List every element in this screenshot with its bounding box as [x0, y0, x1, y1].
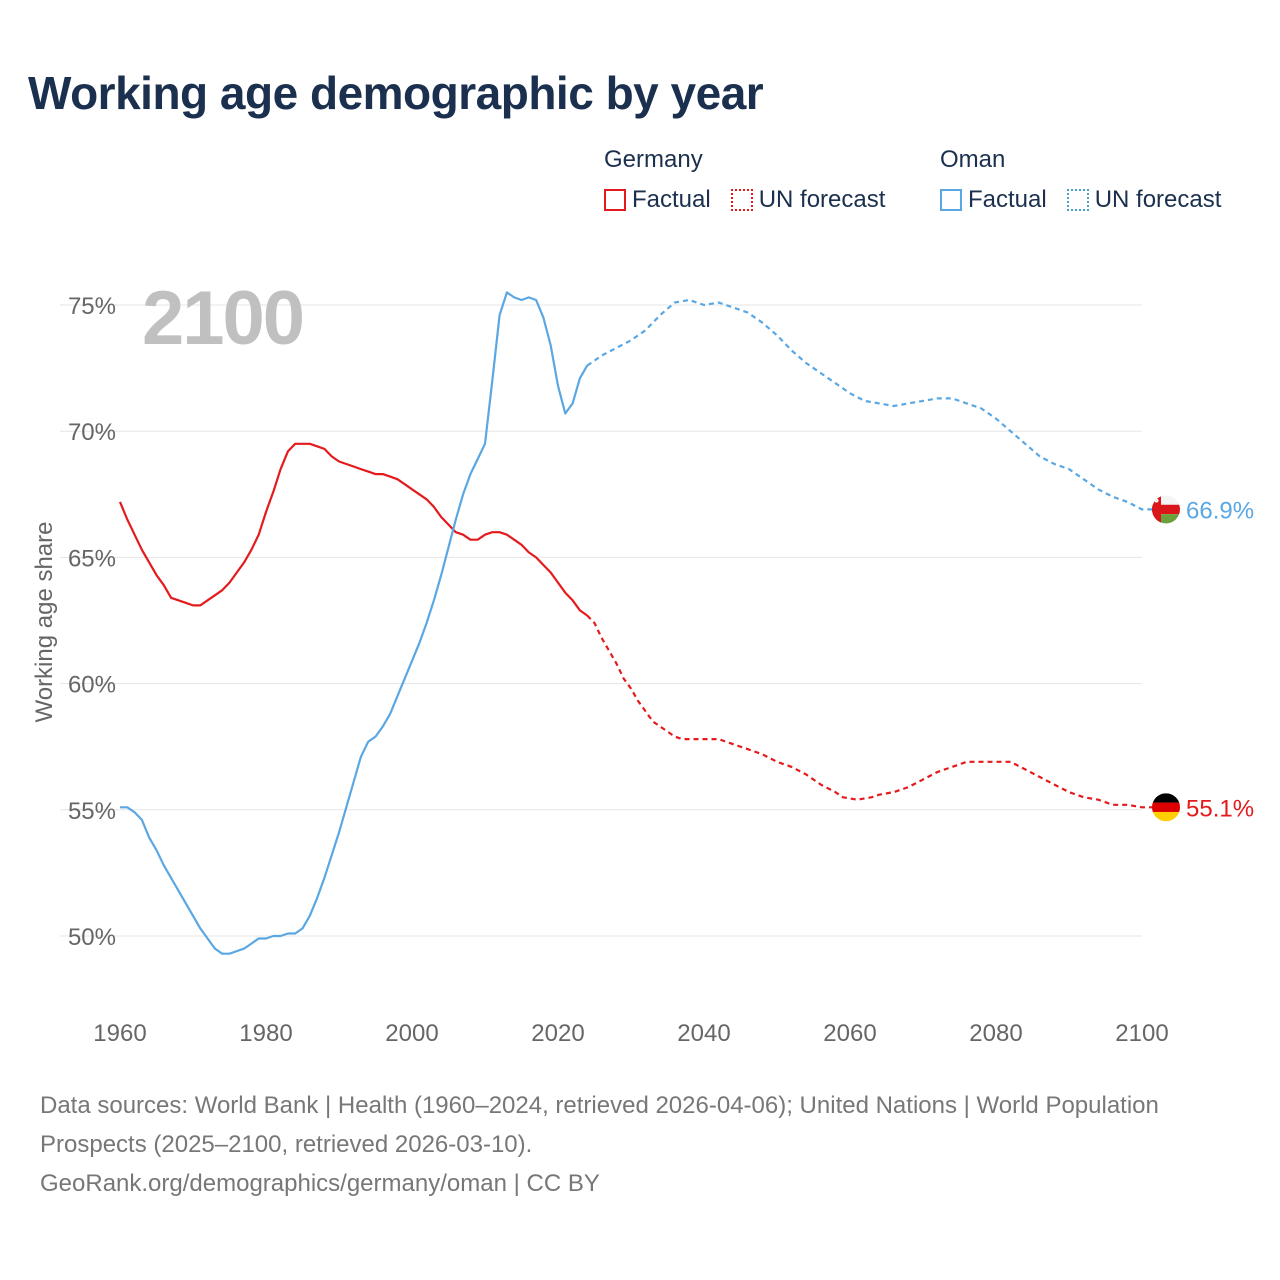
grid-lines	[60, 304, 1142, 937]
chart-title: Working age demographic by year	[28, 67, 764, 119]
end-markers: 55.1% 66.9%	[1152, 495, 1254, 822]
oman-end-value-label: 66.9%	[1186, 497, 1254, 524]
credit-link[interactable]: GeoRank.org/demographics/germany/oman | …	[40, 1170, 600, 1197]
legend-swatch-germany-forecast	[730, 189, 753, 211]
data-sources: Data sources: World Bank | Health (1960–…	[40, 1092, 1159, 1158]
series-lines	[118, 291, 1157, 955]
germany-end-value-label: 55.1%	[1186, 795, 1254, 822]
legend-label: Factual	[968, 186, 1047, 213]
legend-oman: Oman Factual UN forecast	[940, 146, 1233, 214]
x-tick-label: 2100	[1115, 1020, 1168, 1047]
legend-germany-title: Germany	[604, 146, 703, 173]
y-tick-label: 70%	[68, 419, 116, 446]
y-tick-label: 50%	[68, 924, 116, 951]
y-tick-label: 65%	[68, 545, 116, 572]
legend-oman-title: Oman	[940, 146, 1006, 173]
germany-factual-line	[118, 442, 588, 617]
oman-factual-line	[120, 291, 589, 955]
germany-flag-icon	[1152, 793, 1180, 822]
x-tick-label: 2060	[823, 1020, 876, 1047]
legend-swatch-oman-factual	[940, 189, 962, 211]
oman-forecast-line	[586, 298, 1157, 511]
legend-label: UN forecast	[758, 186, 886, 213]
x-tick-label: 2000	[385, 1020, 438, 1047]
legend-swatch-germany-factual	[604, 189, 626, 211]
legend-oman-forecast[interactable]: UN forecast	[1066, 186, 1222, 214]
x-axis: 1960 1980 2000 2020 2040 2060 2080 2100	[93, 1020, 1168, 1047]
y-axis: 50% 55% 60% 65% 70% 75%	[68, 293, 116, 951]
x-tick-label: 1960	[93, 1020, 146, 1047]
footer: Data sources: World Bank | Health (1960–…	[40, 1086, 1240, 1203]
legend-oman-factual[interactable]: Factual	[940, 186, 1047, 214]
x-tick-label: 2080	[969, 1020, 1022, 1047]
oman-flag-icon	[1152, 495, 1180, 524]
legend-label: Factual	[632, 186, 711, 213]
germany-forecast-line	[586, 614, 1157, 809]
x-tick-label: 1980	[239, 1020, 292, 1047]
legend-germany-forecast[interactable]: UN forecast	[730, 186, 886, 214]
y-tick-label: 55%	[68, 798, 116, 825]
x-tick-label: 2040	[677, 1020, 730, 1047]
y-tick-label: 60%	[68, 672, 116, 699]
legend-germany-factual[interactable]: Factual	[604, 186, 711, 214]
y-tick-label: 75%	[68, 293, 116, 320]
current-year-watermark: 2100	[142, 276, 303, 361]
y-axis-label: Working age share	[31, 522, 58, 723]
legend-swatch-oman-forecast	[1066, 189, 1089, 211]
legend-label: UN forecast	[1094, 186, 1222, 213]
x-tick-label: 2020	[531, 1020, 584, 1047]
legend-germany: Germany Factual UN forecast	[604, 146, 897, 214]
